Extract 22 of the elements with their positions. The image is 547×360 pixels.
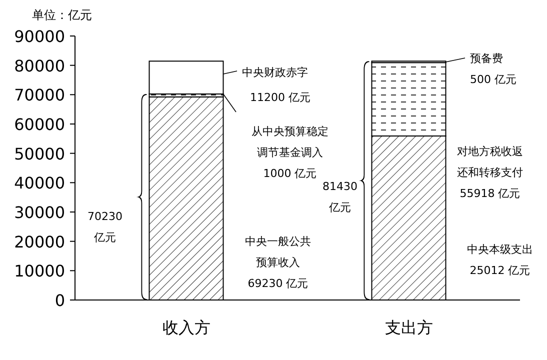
- annotation: 中央本级支出25012 亿元: [467, 243, 533, 277]
- annotation: 81430亿元: [322, 180, 358, 214]
- y-tick-label: 60000: [14, 115, 65, 134]
- y-tick-label: 40000: [14, 174, 65, 193]
- x-tick-label: 支出方: [384, 318, 433, 337]
- y-tick-label: 10000: [14, 262, 65, 281]
- y-axis-title: 单位：亿元: [32, 8, 92, 22]
- y-tick-label: 90000: [14, 27, 65, 46]
- annotation: 中央财政赤字: [242, 66, 308, 79]
- y-tick-label: 50000: [14, 144, 65, 164]
- y-tick-label: 0: [54, 291, 65, 310]
- y-tick-label: 70000: [14, 86, 65, 105]
- x-tick-label: 收入方: [162, 318, 210, 337]
- annotation: 预备费500 亿元: [470, 52, 516, 86]
- y-tick-label: 20000: [14, 232, 65, 252]
- annotation: 70230亿元: [88, 210, 122, 244]
- annotation: 对地方税收返还和转移支付55918 亿元: [457, 145, 523, 200]
- y-tick-label: 80000: [14, 56, 65, 76]
- annotation: 从中央预算稳定调节基金调入1000 亿元: [252, 125, 328, 180]
- y-tick-label: 30000: [14, 203, 65, 222]
- annotation: 11200 亿元: [250, 91, 310, 104]
- annotation: 中央一般公共预算收入69230 亿元: [245, 235, 311, 290]
